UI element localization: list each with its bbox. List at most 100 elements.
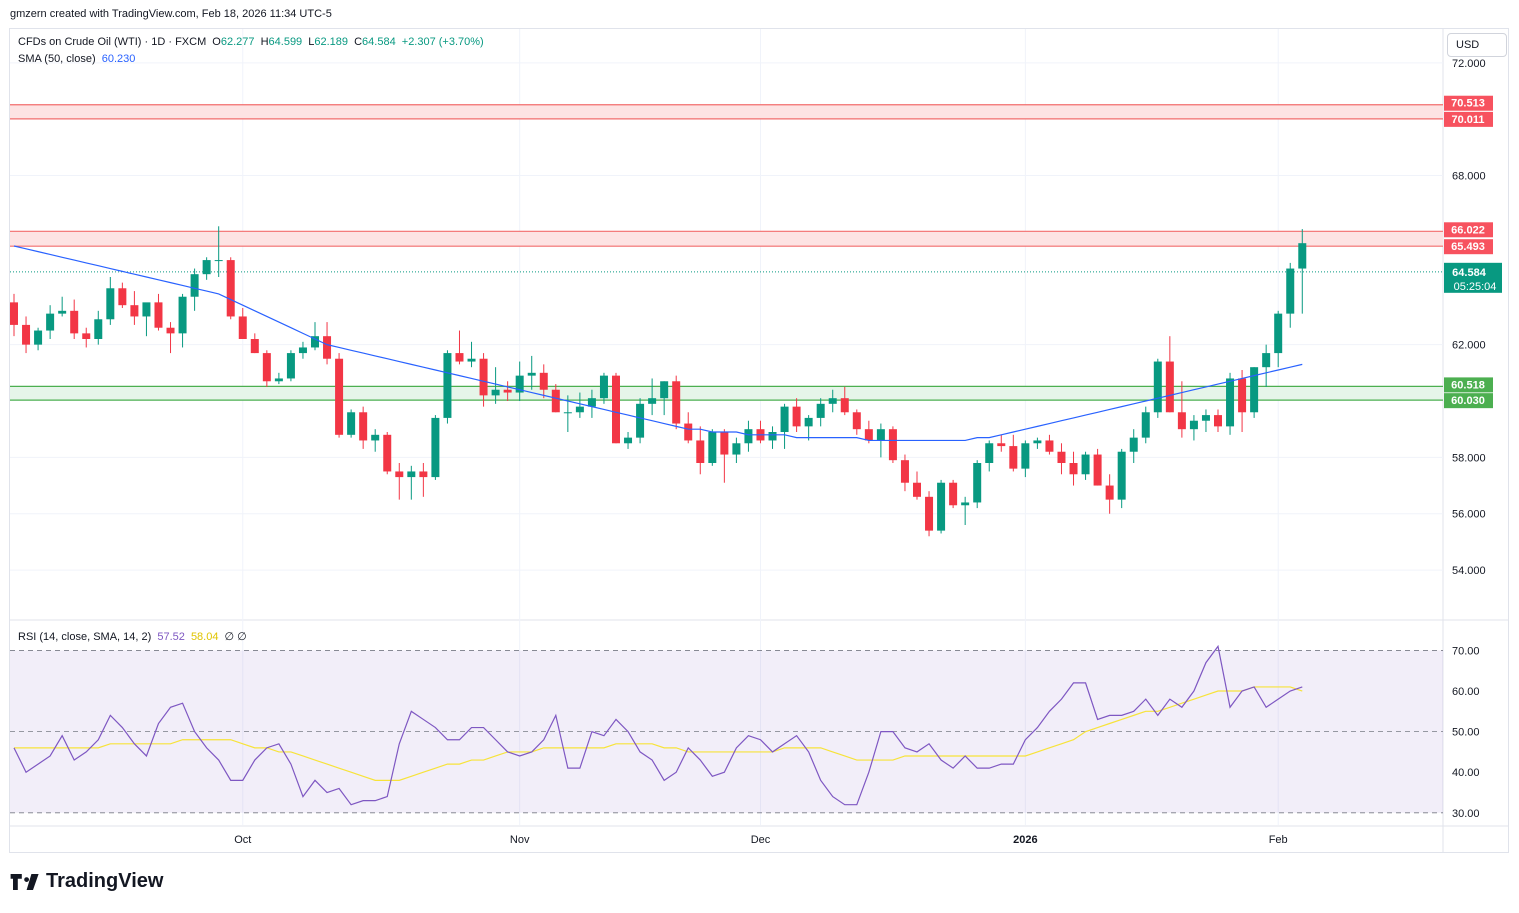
candle-body[interactable] xyxy=(1141,412,1150,438)
candle-body[interactable] xyxy=(515,375,524,393)
candle-body[interactable] xyxy=(599,375,608,399)
candle-body[interactable] xyxy=(973,463,982,503)
candle-body[interactable] xyxy=(455,353,464,362)
candle-body[interactable] xyxy=(479,358,488,396)
candle-body[interactable] xyxy=(539,372,548,390)
chart-frame[interactable] xyxy=(9,28,1509,853)
candle-body[interactable] xyxy=(1189,420,1198,430)
candle-body[interactable] xyxy=(925,496,934,531)
candle-body[interactable] xyxy=(840,398,849,413)
candle-body[interactable] xyxy=(118,288,127,306)
candle-body[interactable] xyxy=(1009,446,1018,469)
candle-body[interactable] xyxy=(419,471,428,478)
candle-body[interactable] xyxy=(10,302,18,325)
candle-body[interactable] xyxy=(359,412,368,441)
candle-body[interactable] xyxy=(503,389,512,393)
candle-body[interactable] xyxy=(395,471,404,478)
support-zone-fill[interactable] xyxy=(10,386,1443,401)
candle-body[interactable] xyxy=(154,302,163,328)
candle-body[interactable] xyxy=(684,423,693,441)
candle-body[interactable] xyxy=(1274,313,1283,354)
candle-body[interactable] xyxy=(34,330,43,345)
rsi-sma-line[interactable] xyxy=(14,686,1303,781)
candle-body[interactable] xyxy=(949,482,958,506)
currency-selector[interactable]: USD xyxy=(1447,33,1507,57)
candle-body[interactable] xyxy=(1021,443,1030,469)
candle-body[interactable] xyxy=(311,336,319,348)
candle-body[interactable] xyxy=(46,313,55,331)
candle-body[interactable] xyxy=(130,305,139,317)
rsi-line[interactable] xyxy=(13,644,1303,806)
candle-body[interactable] xyxy=(1045,440,1054,452)
candle-body[interactable] xyxy=(804,417,813,427)
candle-body[interactable] xyxy=(407,471,416,478)
candle-body[interactable] xyxy=(1081,454,1090,475)
candle-body[interactable] xyxy=(22,324,31,345)
candle-body[interactable] xyxy=(431,417,440,478)
candle-body[interactable] xyxy=(166,327,175,334)
candle-body[interactable] xyxy=(961,502,970,506)
candle-body[interactable] xyxy=(238,316,247,339)
candle-body[interactable] xyxy=(383,434,392,472)
candle-body[interactable] xyxy=(527,372,536,376)
candle-body[interactable] xyxy=(720,432,729,455)
candle-body[interactable] xyxy=(82,333,91,339)
candle-body[interactable] xyxy=(1201,415,1210,421)
candle-body[interactable] xyxy=(1226,378,1235,427)
resistance-zone-upper-fill[interactable] xyxy=(10,104,1443,119)
candle-body[interactable] xyxy=(648,398,657,404)
candle-body[interactable] xyxy=(563,412,572,414)
candle-body[interactable] xyxy=(888,429,897,461)
candle-body[interactable] xyxy=(816,403,825,418)
candle-body[interactable] xyxy=(70,310,79,334)
candle-body[interactable] xyxy=(226,260,235,317)
candle-body[interactable] xyxy=(1238,378,1247,413)
candle-body[interactable] xyxy=(347,412,356,435)
sma-line[interactable] xyxy=(13,245,1303,442)
candle-body[interactable] xyxy=(1033,440,1042,444)
candle-body[interactable] xyxy=(58,310,67,314)
candle-body[interactable] xyxy=(467,358,476,362)
candle-body[interactable] xyxy=(443,353,452,418)
candle-body[interactable] xyxy=(672,381,681,424)
candle-body[interactable] xyxy=(1057,451,1066,463)
candle-body[interactable] xyxy=(1262,353,1271,368)
symbol-label[interactable]: CFDs on Crude Oil (WTI) · 1D · FXCM xyxy=(18,36,207,48)
candle-body[interactable] xyxy=(262,353,271,382)
candle-body[interactable] xyxy=(1117,451,1126,500)
sma-legend[interactable]: SMA (50, close) 60.230 xyxy=(18,53,138,65)
candle-body[interactable] xyxy=(1298,243,1307,269)
candle-body[interactable] xyxy=(985,443,994,463)
candle-body[interactable] xyxy=(298,347,307,354)
candle-body[interactable] xyxy=(1129,437,1138,452)
candle-body[interactable] xyxy=(1165,361,1174,413)
candle-body[interactable] xyxy=(1177,412,1186,430)
candle-body[interactable] xyxy=(178,296,187,334)
candle-body[interactable] xyxy=(214,260,223,262)
candle-body[interactable] xyxy=(1105,485,1114,500)
candle-body[interactable] xyxy=(780,406,789,432)
candle-body[interactable] xyxy=(900,460,909,483)
candle-body[interactable] xyxy=(852,412,861,430)
candle-body[interactable] xyxy=(937,482,946,531)
candle-body[interactable] xyxy=(250,339,259,354)
candle-body[interactable] xyxy=(744,429,753,444)
candle-body[interactable] xyxy=(1286,268,1295,314)
candle-body[interactable] xyxy=(660,381,669,399)
candle-body[interactable] xyxy=(286,353,295,379)
candle-body[interactable] xyxy=(792,406,801,427)
candle-body[interactable] xyxy=(624,437,633,444)
candle-body[interactable] xyxy=(997,443,1006,447)
candle-body[interactable] xyxy=(94,319,103,339)
candle-body[interactable] xyxy=(1153,361,1162,413)
candle-body[interactable] xyxy=(274,378,283,382)
candle-body[interactable] xyxy=(106,288,115,320)
candle-body[interactable] xyxy=(491,389,500,396)
candle-body[interactable] xyxy=(1214,415,1222,427)
candle-body[interactable] xyxy=(323,336,332,359)
candle-body[interactable] xyxy=(371,434,380,441)
candle-body[interactable] xyxy=(1093,454,1102,486)
candle-body[interactable] xyxy=(587,398,596,407)
candle-body[interactable] xyxy=(575,406,584,413)
candle-body[interactable] xyxy=(1250,367,1259,413)
